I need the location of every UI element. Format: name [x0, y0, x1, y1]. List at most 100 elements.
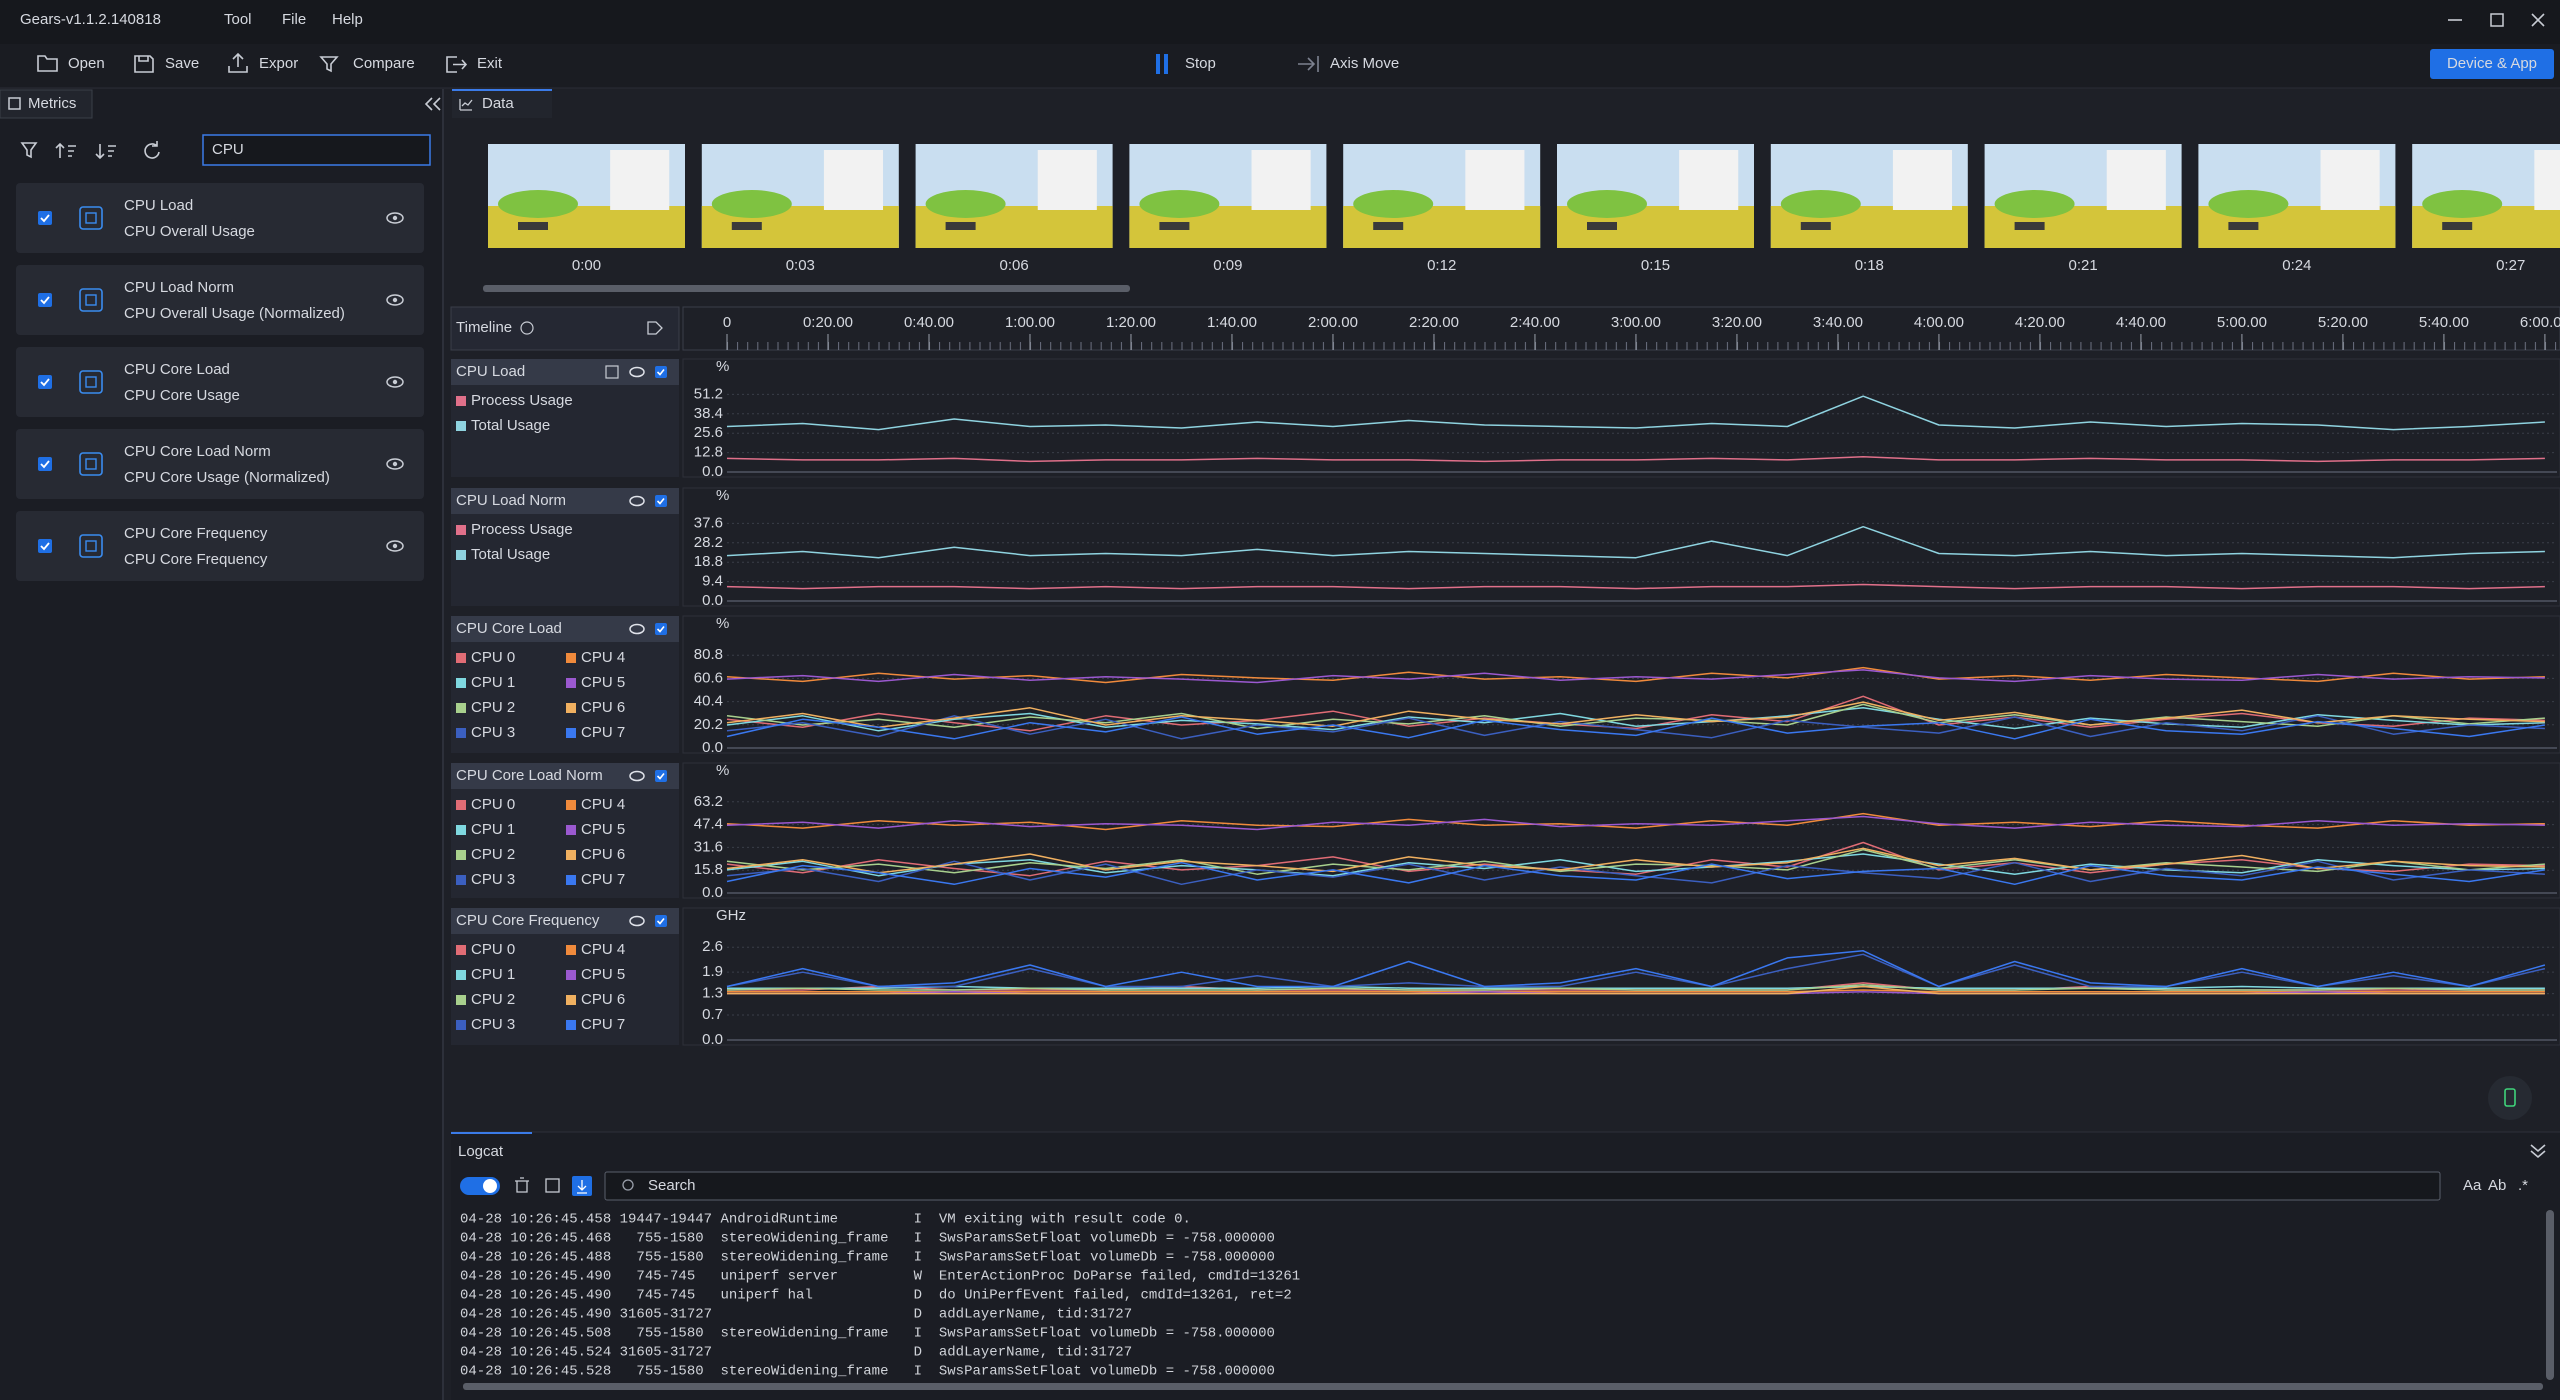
tag-icon[interactable]	[647, 321, 663, 335]
log-vscrollbar[interactable]	[2546, 1210, 2554, 1380]
y-tick-label: 31.6	[694, 838, 723, 855]
metric-checkbox[interactable]	[38, 375, 52, 389]
toolbar-button[interactable]: Exit	[477, 55, 503, 72]
metric-checkbox[interactable]	[38, 457, 52, 471]
menu-item[interactable]: File	[282, 11, 306, 28]
metric-card[interactable]	[16, 511, 424, 581]
metric-card[interactable]	[16, 265, 424, 335]
toolbar-button[interactable]: Compare	[353, 55, 415, 72]
log-line: 04-28 10:26:45.490 745-745 uniperf hal D…	[460, 1288, 1292, 1304]
visibility-icon[interactable]	[629, 770, 645, 782]
metrics-tab[interactable]	[0, 89, 93, 119]
thumbnail-time: 0:24	[2282, 257, 2311, 274]
metrics-search[interactable]	[202, 134, 431, 166]
visibility-icon[interactable]	[629, 915, 645, 927]
menu-item[interactable]: Tool	[224, 11, 252, 28]
filter-icon[interactable]	[20, 142, 38, 159]
visibility-icon[interactable]	[386, 376, 404, 388]
metric-card[interactable]	[16, 429, 424, 499]
thumbnail-scrollbar[interactable]	[483, 285, 1130, 292]
data-tab-icon	[459, 99, 473, 111]
toolbar-icon[interactable]	[37, 55, 58, 72]
thumbnail-part	[2228, 222, 2259, 230]
chart-title-row	[451, 616, 679, 642]
metric-subtitle: CPU Overall Usage	[124, 223, 255, 240]
y-tick-label: 80.8	[694, 646, 723, 663]
sort-asc-icon[interactable]	[55, 142, 76, 158]
toolbar-icon[interactable]	[228, 52, 248, 73]
thumbnail-part	[2534, 150, 2560, 210]
toolbar-button[interactable]: Save	[165, 55, 199, 72]
toolbar-icon[interactable]	[319, 56, 339, 73]
toolbar-button[interactable]: Stop	[1185, 55, 1216, 72]
metric-checkbox[interactable]	[38, 293, 52, 307]
y-axis-unit: %	[716, 487, 729, 504]
legend-swatch	[456, 421, 466, 431]
metric-icon	[79, 288, 103, 312]
search-option[interactable]: .*	[2518, 1177, 2528, 1194]
refresh-icon[interactable]	[144, 141, 160, 159]
collapse-icon[interactable]	[2530, 1144, 2546, 1159]
close-button[interactable]	[2531, 13, 2545, 27]
metric-subtitle: CPU Core Usage	[124, 387, 240, 404]
plot-area	[682, 487, 2560, 607]
series-line	[726, 525, 2545, 559]
expand-icon[interactable]	[605, 365, 619, 379]
log-line: 04-28 10:26:45.458 19447-19447 AndroidRu…	[460, 1212, 1191, 1228]
toolbar-button[interactable]: Open	[68, 55, 105, 72]
sort-desc-icon[interactable]	[95, 144, 116, 160]
visibility-icon[interactable]	[629, 366, 645, 378]
metric-checkbox[interactable]	[38, 211, 52, 225]
timeline-tick-label: 0	[723, 314, 731, 331]
device-float-button[interactable]	[2488, 1076, 2532, 1120]
toolbar-button[interactable]: Expor	[259, 55, 298, 72]
legend-swatch	[566, 995, 576, 1005]
stop-icon[interactable]	[1156, 54, 1160, 74]
tab-label[interactable]: Logcat	[458, 1143, 504, 1160]
timeline-tick-label: 6:00.00	[2520, 314, 2560, 331]
thumbnail-part	[1679, 150, 1739, 210]
toolbar-icon[interactable]	[134, 55, 154, 73]
y-tick-label: 37.6	[694, 514, 723, 531]
visibility-icon[interactable]	[386, 212, 404, 224]
thumbnail-part	[1139, 190, 1220, 218]
toolbar-button[interactable]: Axis Move	[1330, 55, 1399, 72]
series-line	[726, 701, 2545, 729]
maximize-button[interactable]	[2490, 13, 2504, 27]
thumbnail-part	[1159, 222, 1190, 230]
visibility-icon[interactable]	[386, 458, 404, 470]
search-option[interactable]: Ab	[2488, 1177, 2506, 1194]
legend-swatch	[456, 875, 466, 885]
thumbnail-part	[711, 190, 792, 218]
metric-card[interactable]	[16, 183, 424, 253]
visibility-icon[interactable]	[629, 623, 645, 635]
visibility-icon[interactable]	[386, 540, 404, 552]
legend-label: CPU 7	[581, 1016, 625, 1033]
log-hscrollbar[interactable]	[463, 1383, 2543, 1390]
logcat-search[interactable]	[604, 1171, 2441, 1201]
tab-label[interactable]: Data	[482, 95, 514, 112]
metric-title: CPU Load Norm	[124, 279, 234, 296]
metric-card[interactable]	[16, 347, 424, 417]
search-option[interactable]: Aa	[2463, 1177, 2482, 1194]
visibility-icon[interactable]	[386, 294, 404, 306]
device-app-label[interactable]: Device & App	[2447, 55, 2537, 72]
visibility-icon[interactable]	[629, 495, 645, 507]
legend-label: CPU 6	[581, 699, 625, 716]
menu-item[interactable]: Help	[332, 11, 363, 28]
series-line	[726, 815, 2545, 831]
visibility-icon	[392, 215, 398, 221]
timeline-tick-label: 5:00.00	[2217, 314, 2267, 331]
timeline-tick-label: 1:40.00	[1207, 314, 1257, 331]
legend-label: CPU 5	[581, 674, 625, 691]
clear-icon[interactable]	[515, 1177, 529, 1193]
toolbar-icon[interactable]	[446, 56, 468, 73]
tab-label[interactable]: Metrics	[28, 95, 76, 112]
stop-icon[interactable]	[1164, 54, 1168, 74]
series-line	[726, 666, 2545, 684]
thumbnail-time: 0:21	[2068, 257, 2097, 274]
save-icon[interactable]	[545, 1178, 560, 1193]
collapse-icon[interactable]	[424, 97, 441, 111]
device-app-button[interactable]	[2430, 49, 2554, 79]
metric-checkbox[interactable]	[38, 539, 52, 553]
